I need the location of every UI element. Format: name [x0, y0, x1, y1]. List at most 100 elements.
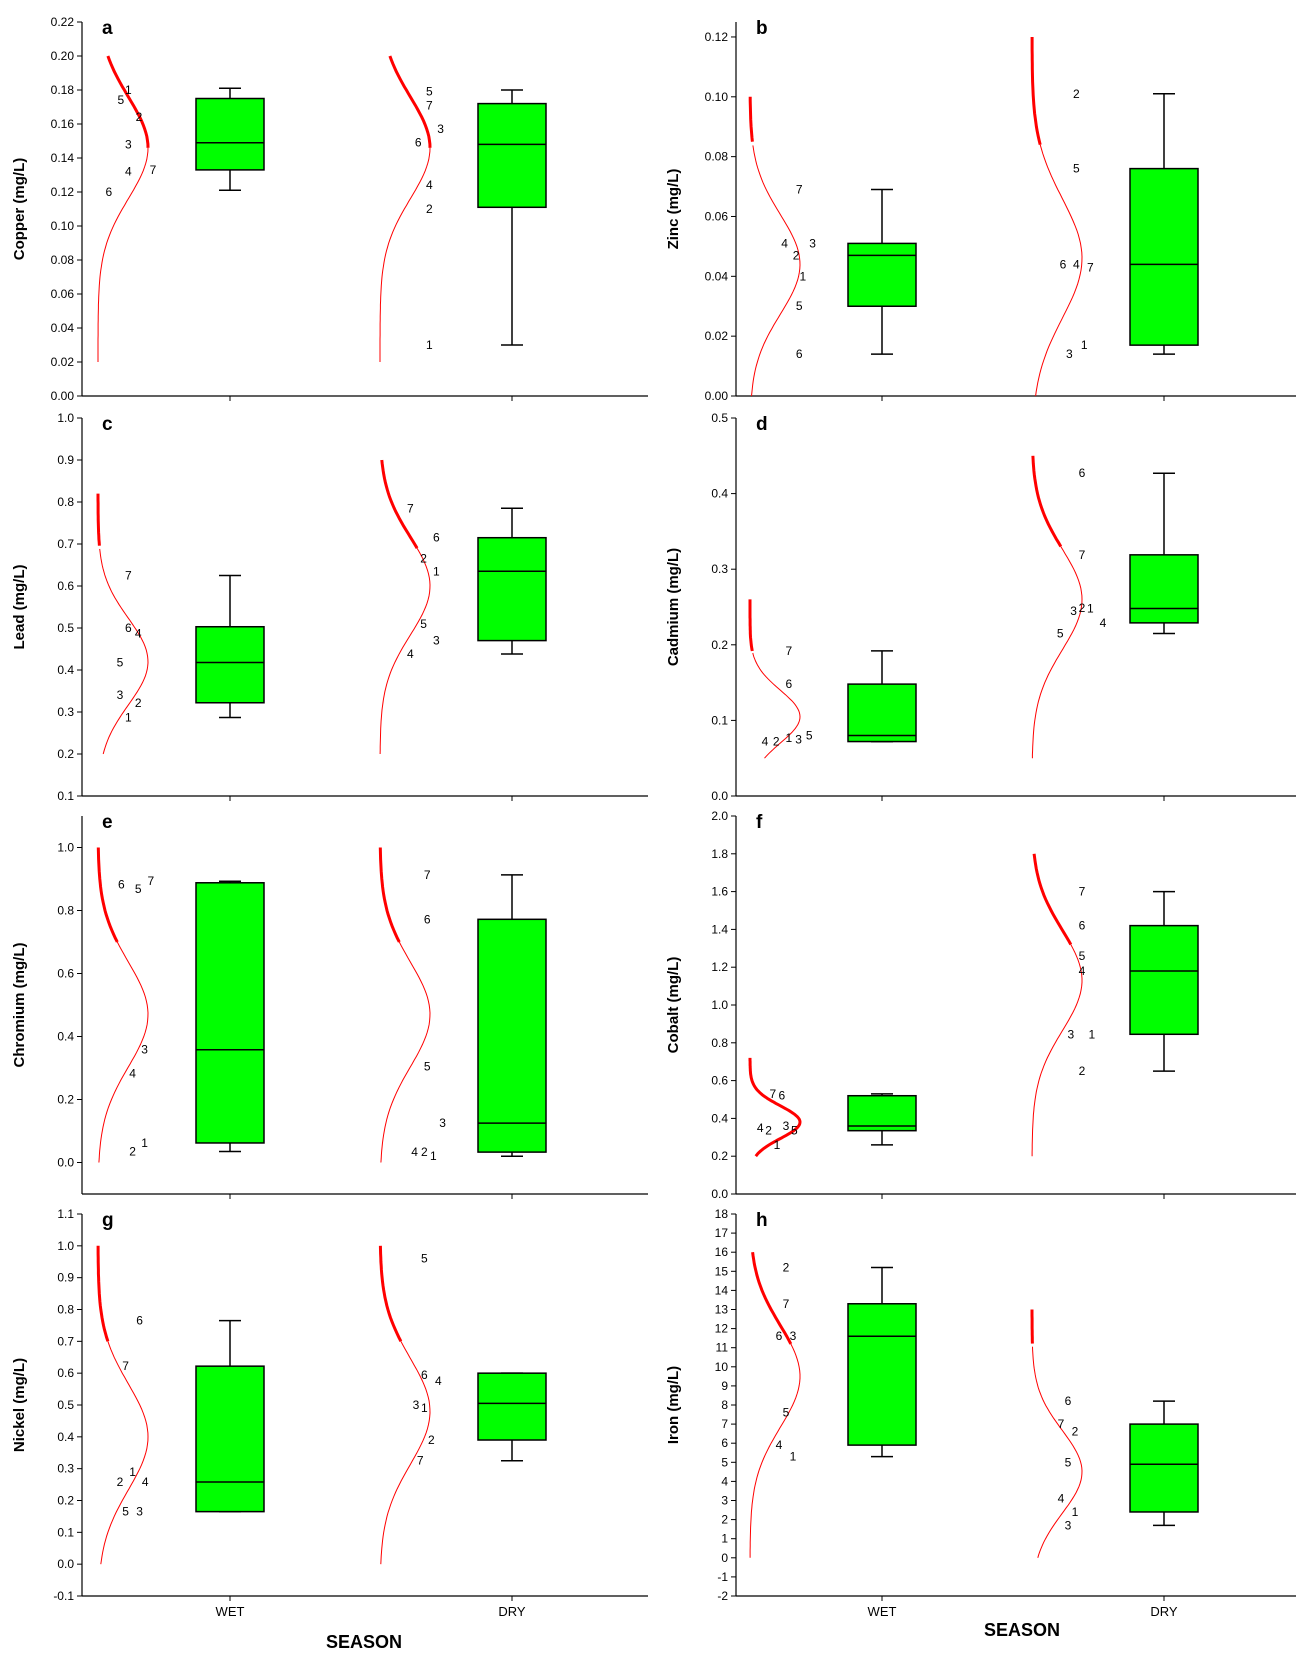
x-tick-label: DRY — [498, 1604, 526, 1619]
y-tick-label: 0.00 — [705, 389, 729, 403]
point-label: 7 — [783, 1297, 790, 1311]
y-tick-label: 0.1 — [57, 789, 74, 803]
point-label: 6 — [136, 1314, 143, 1328]
point-label: 6 — [433, 531, 440, 545]
point-label: 4 — [125, 165, 132, 179]
point-label: 5 — [1079, 949, 1086, 963]
y-tick-label: 0.7 — [57, 1334, 74, 1348]
point-label: 4 — [1073, 257, 1080, 271]
point-label: 7 — [1079, 885, 1086, 899]
distribution-curve — [100, 1341, 149, 1565]
distribution-curve — [751, 145, 801, 397]
point-label: 3 — [783, 1119, 790, 1133]
y-tick-label: -1 — [717, 1570, 728, 1584]
y-tick-label: 1.0 — [57, 1239, 74, 1253]
y-tick-label: 0.0 — [711, 789, 728, 803]
point-label: 1 — [1072, 1505, 1079, 1519]
point-label: 6 — [105, 185, 112, 199]
point-label: 2 — [428, 1433, 435, 1447]
point-label: 6 — [1079, 919, 1086, 933]
y-tick-label: 0.6 — [57, 579, 74, 593]
point-label: 1 — [1081, 338, 1088, 352]
y-tick-label: 0.02 — [705, 329, 729, 343]
point-label: 7 — [769, 1087, 776, 1101]
point-label: 1 — [774, 1138, 781, 1152]
point-label: 6 — [1065, 1394, 1072, 1408]
box — [1129, 924, 1199, 1036]
y-axis-label: Cadmium (mg/L) — [665, 548, 682, 666]
distribution-curve — [98, 941, 149, 1163]
point-label: 2 — [426, 202, 433, 216]
figure-xlabel-left: SEASON — [326, 1632, 402, 1652]
point-label: 1 — [1088, 1027, 1095, 1041]
point-label: 4 — [776, 1438, 783, 1452]
point-label: 1 — [125, 83, 132, 97]
distribution-curve-upper — [1032, 853, 1073, 946]
distribution-curve-upper — [1030, 37, 1042, 146]
distribution-curve — [380, 1341, 431, 1565]
y-tick-label: 0.8 — [57, 904, 74, 918]
y-tick-label: 0.02 — [51, 355, 75, 369]
y-tick-label: 0.5 — [57, 621, 74, 635]
point-label: 5 — [791, 1124, 798, 1138]
point-label: 5 — [783, 1406, 790, 1420]
y-tick-label: 0.20 — [51, 49, 75, 63]
y-tick-label: 2 — [721, 1513, 728, 1527]
y-tick-label: 0.4 — [711, 487, 728, 501]
point-label: 1 — [141, 1136, 148, 1150]
y-tick-label: 0.12 — [51, 185, 75, 199]
y-tick-label: 0.18 — [51, 83, 75, 97]
y-tick-label: 1.1 — [57, 1207, 74, 1221]
point-label: 2 — [135, 696, 142, 710]
y-tick-label: 0.08 — [51, 253, 75, 267]
y-tick-label: 6 — [721, 1436, 728, 1450]
point-label: 5 — [796, 299, 803, 313]
point-label: 4 — [781, 236, 788, 250]
x-tick-label: DRY — [1150, 1604, 1178, 1619]
point-label: 3 — [809, 236, 816, 250]
y-tick-label: 11 — [716, 1341, 729, 1355]
y-tick-label: 8 — [721, 1398, 728, 1412]
point-label: 4 — [757, 1121, 764, 1135]
point-label: 4 — [142, 1475, 149, 1489]
point-label: 5 — [1073, 162, 1080, 176]
point-label: 1 — [433, 564, 440, 578]
distribution-curve-upper — [96, 847, 119, 943]
box — [847, 242, 917, 307]
point-label: 2 — [129, 1145, 136, 1159]
point-label: 1 — [799, 269, 806, 283]
point-label: 4 — [1058, 1492, 1065, 1506]
distribution-curve-upper — [748, 96, 754, 142]
point-label: 6 — [424, 912, 431, 926]
y-tick-label: 0.1 — [711, 713, 728, 727]
y-tick-label: 0.4 — [57, 1430, 74, 1444]
point-label: 3 — [795, 732, 802, 746]
y-tick-label: 1.8 — [711, 847, 728, 861]
y-tick-label: 10 — [715, 1360, 729, 1374]
y-tick-label: 0.4 — [57, 663, 74, 677]
point-label: 6 — [118, 877, 125, 891]
point-label: 2 — [1079, 601, 1086, 615]
point-label: 2 — [420, 552, 427, 566]
point-label: 7 — [1087, 260, 1094, 274]
y-tick-label: 13 — [715, 1303, 729, 1317]
y-tick-label: -0.1 — [53, 1589, 74, 1603]
y-tick-label: 0.0 — [57, 1156, 74, 1170]
point-label: 1 — [430, 1149, 437, 1163]
point-label: 5 — [135, 882, 142, 896]
distribution-curve-upper — [96, 493, 101, 546]
y-tick-label: 1 — [721, 1532, 728, 1546]
point-label: 1 — [785, 731, 792, 745]
point-label: 4 — [426, 178, 433, 192]
box — [477, 102, 547, 209]
distribution-curve — [380, 941, 431, 1163]
point-label: 1 — [1087, 602, 1094, 616]
y-tick-label: 0.2 — [711, 1149, 728, 1163]
distribution-curve — [1031, 546, 1083, 759]
